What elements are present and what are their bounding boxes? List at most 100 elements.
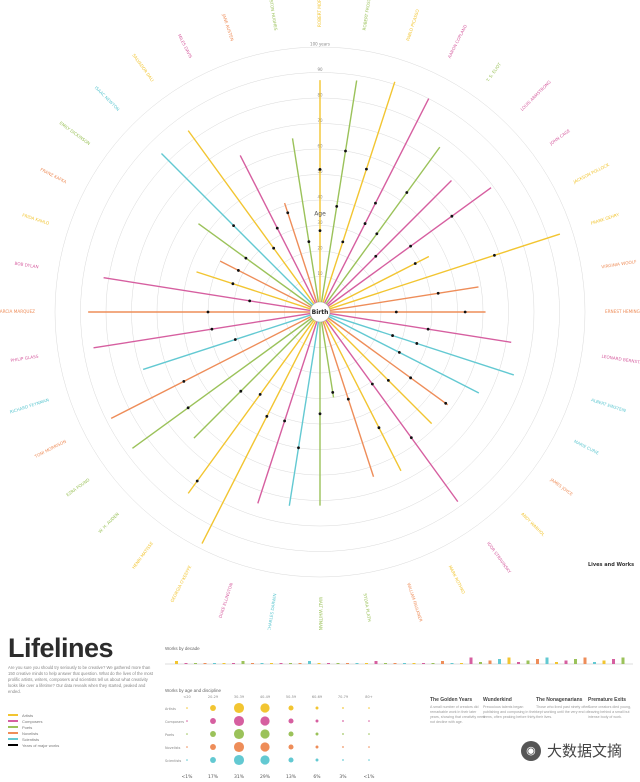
discipline-row-label: Artists [165, 707, 176, 711]
major-work-dot [409, 376, 413, 380]
age-discipline-bubble [315, 758, 319, 762]
lifeline: TONI MORRISON [33, 315, 312, 460]
age-ring [80, 72, 560, 552]
person-name-label: LEONARD BERNSTEIN [601, 354, 640, 366]
legend-label: Scientists [22, 736, 40, 742]
lifeline: LANGSTON HUGHES [267, 0, 320, 303]
decade-works-bar [355, 663, 359, 664]
intro-text: Are you sure you should try seriously to… [8, 665, 154, 694]
major-work-dot [397, 351, 401, 354]
major-work-dot [331, 390, 335, 394]
age-discipline-bubble [342, 759, 344, 761]
age-discipline-bubble [210, 731, 216, 737]
age-discipline-bubble [315, 745, 319, 749]
lifeline: EZRA POUND [65, 317, 313, 497]
lifeline-bar [320, 80, 358, 303]
major-work-dot [272, 246, 276, 250]
person-name-label: BOB DYLAN [14, 261, 39, 270]
works-by-age-grid: <20 <1% 20-29 17% 30-39 31% 40-49 29% 50-59 13% 60… [165, 695, 375, 780]
decade-works-bar [232, 663, 235, 664]
age-percentage-label: <1% [182, 774, 194, 780]
person-name-label: EMILY DICKINSON [59, 120, 92, 146]
lifeline: JOHN CAGE [327, 128, 571, 307]
decade-works-bar [412, 663, 416, 664]
age-column-label: 30-39 [234, 695, 244, 699]
legend-swatch [8, 726, 18, 728]
lifeline-bar [187, 319, 315, 494]
discipline-row-label: Poets [165, 733, 174, 737]
lifeline: HENRI MATISSE [131, 319, 315, 570]
lifeline: BOB DYLAN [14, 261, 311, 312]
decade-works-bar [441, 661, 444, 664]
decade-works-bar [270, 663, 273, 664]
discipline-row-label: Novelists [165, 746, 181, 750]
lifeline: LOUIS ARMSTRONG [326, 79, 552, 306]
person-name-label: TONI MORRISON [33, 439, 67, 460]
lifeline: FRIDA KAHLO [22, 212, 311, 310]
lifeline-bar [322, 81, 396, 303]
decade-works-bar [175, 661, 178, 664]
decade-works-bar [308, 661, 311, 664]
person-name-label: IGOR STRAVINSKY [486, 541, 512, 575]
person-name-label: W. H. AUDEN [97, 511, 120, 534]
decade-works-bar [583, 657, 587, 664]
major-work-dot [374, 254, 378, 258]
age-percentage-label: 17% [208, 774, 219, 780]
lifeline: EMILY DICKINSON [59, 120, 313, 307]
age-discipline-bubble [288, 705, 294, 711]
lifeline: GEORGIA O'KEEFFE [169, 320, 317, 603]
age-discipline-bubble [233, 715, 245, 727]
legend-label: Novelists [22, 730, 39, 736]
major-work-dot [182, 379, 186, 383]
decade-works-bar [251, 663, 254, 664]
works-by-decade-label: Works by decade [165, 646, 200, 651]
age-discipline-bubble [315, 706, 319, 710]
decade-works-bar [593, 662, 596, 664]
person-name-label: PHILIP GLASS [10, 354, 39, 363]
lifeline-bar [320, 321, 335, 398]
major-work-dot [258, 392, 262, 396]
lifeline: MARK ROTHKO [323, 320, 467, 595]
age-discipline-bubble [186, 707, 188, 709]
major-work-dot [275, 226, 279, 230]
major-work-dot [186, 406, 190, 410]
age-discipline-bubble [288, 731, 294, 737]
lifeline-bar [257, 321, 318, 504]
legend-swatch [8, 738, 18, 740]
person-name-label: FRIDA KAHLO [22, 212, 51, 226]
lifeline: ROBERT FROST [320, 0, 372, 303]
age-discipline-bubble [210, 705, 216, 711]
decade-works-bar [393, 663, 397, 664]
age-discipline-bubble [315, 719, 319, 723]
major-work-dot [391, 334, 394, 337]
major-work-dot [231, 282, 235, 286]
decade-works-bar [365, 663, 368, 664]
decade-works-bar [317, 663, 321, 664]
age-discipline-bubble [288, 744, 294, 750]
person-name-label: HENRI MATISSE [131, 541, 154, 570]
lifeline-bar [198, 223, 313, 307]
person-name-label: JAMES JOYCE [549, 477, 574, 497]
person-name-label: GEORGIA O'KEEFFE [169, 564, 192, 603]
person-name-label: RICHARD FEYNMAN [9, 397, 49, 414]
person-name-label: PABLO PICASSO [405, 8, 420, 42]
decade-works-bar [289, 663, 292, 664]
major-work-dot [415, 342, 419, 345]
age-discipline-bubble [288, 718, 294, 724]
decade-works-bar [241, 661, 245, 664]
lifeline-bar [201, 320, 317, 544]
age-column-label: 70-79 [338, 695, 348, 699]
age-discipline-bubble [260, 729, 270, 739]
decade-works-bar [346, 663, 349, 664]
lifeline: WILLIAM FAULKNER [322, 321, 424, 623]
lifeline: ISAAC NEWTON [94, 85, 314, 306]
column-body-golden-years: A small number of creators did remarkabl… [430, 705, 486, 724]
decade-works-bar [184, 663, 188, 664]
age-discipline-bubble [233, 754, 245, 766]
lifeline-bar [328, 315, 480, 394]
age-column-label: 40-49 [260, 695, 270, 699]
person-name-label: ROBERT FROST [362, 0, 372, 31]
age-discipline-bubble [210, 757, 216, 763]
legend-item: Years of major works [8, 742, 59, 748]
